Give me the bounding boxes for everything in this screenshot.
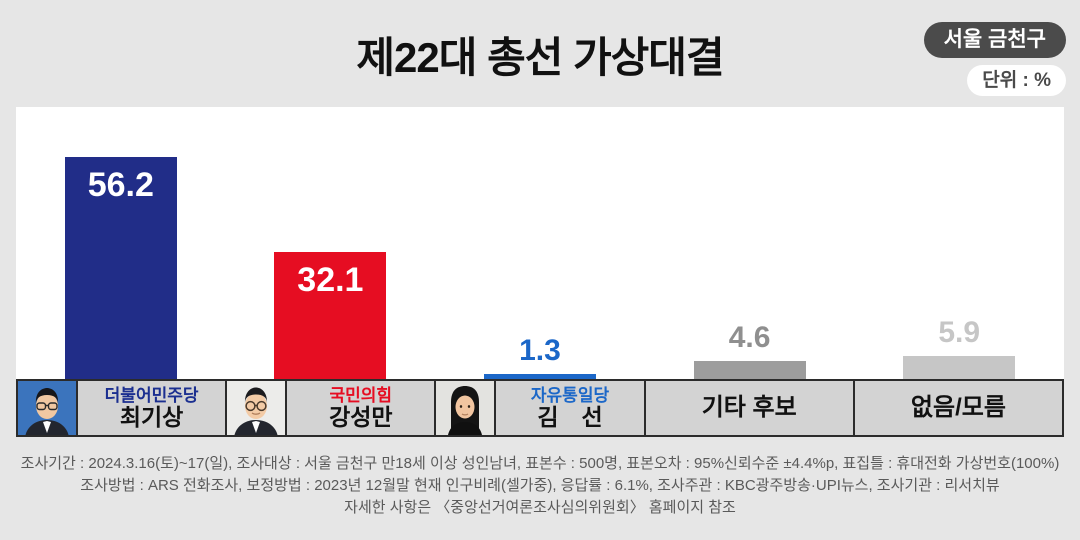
man-round-glasses-avatar bbox=[227, 381, 286, 435]
party-name: 자유통일당 bbox=[530, 386, 610, 405]
candidate-labels: 자유통일당 김 선 bbox=[496, 381, 643, 435]
man-glasses-blue-bg-avatar bbox=[18, 381, 76, 435]
candidate-labels: 없음/모름 bbox=[855, 381, 1062, 435]
candidate-photo-kang bbox=[227, 381, 288, 435]
candidate-name: 김 선 bbox=[537, 403, 603, 430]
footer-line-3: 자세한 사항은 〈중앙선거여론조사심의위원회〉 홈페이지 참조 bbox=[344, 499, 736, 516]
legend-cell-none: 없음/모름 bbox=[852, 381, 1062, 435]
footer-line-1: 조사기간 : 2024.3.16(토)~17(일), 조사대상 : 서울 금천구… bbox=[20, 455, 1060, 472]
bar-value-label: 1.3 bbox=[519, 333, 561, 367]
bar-chart: 56.2 32.1 1.3 4.6 5.9 bbox=[16, 107, 1064, 379]
bar-column-kang: 32.1 bbox=[226, 252, 436, 379]
bar-other bbox=[693, 360, 806, 379]
bar-column-other: 4.6 bbox=[645, 321, 855, 379]
bar-kang bbox=[274, 252, 387, 379]
header-badges: 서울 금천구 단위 : % bbox=[923, 22, 1066, 96]
bar-none bbox=[903, 355, 1016, 379]
candidate-name: 강성만 bbox=[329, 403, 393, 430]
candidate-legend: 더불어민주당 최기상 국민의힘 강성만 bbox=[16, 379, 1064, 437]
legend-cell-kang: 국민의힘 강성만 bbox=[225, 381, 434, 435]
party-name: 국민의힘 bbox=[329, 386, 393, 405]
candidate-name: 최기상 bbox=[119, 403, 184, 430]
candidate-labels: 더불어민주당 최기상 bbox=[78, 381, 225, 435]
region-badge: 서울 금천구 bbox=[923, 22, 1066, 58]
legend-cell-choi: 더불어민주당 최기상 bbox=[18, 381, 225, 435]
footer-line-2: 조사방법 : ARS 전화조사, 보정방법 : 2023년 12월말 현재 인구… bbox=[80, 477, 1000, 494]
bar-column-none: 5.9 bbox=[854, 316, 1064, 379]
category-label: 없음/모름 bbox=[910, 394, 1006, 422]
candidate-labels: 기타 후보 bbox=[646, 381, 853, 435]
party-name: 더불어민주당 bbox=[104, 386, 199, 405]
unit-badge: 단위 : % bbox=[967, 65, 1066, 96]
candidate-photo-choi bbox=[18, 381, 78, 435]
bar-column-choi: 56.2 bbox=[16, 157, 226, 379]
bar-choi bbox=[64, 157, 177, 379]
candidate-photo-kim bbox=[436, 381, 497, 435]
bar-value-label: 5.9 bbox=[938, 315, 981, 349]
woman-bob-hair-avatar bbox=[436, 381, 495, 435]
survey-methodology-note: 조사기간 : 2024.3.16(토)~17(일), 조사대상 : 서울 금천구… bbox=[0, 453, 1080, 519]
chart-panel: 56.2 32.1 1.3 4.6 5.9 bbox=[16, 107, 1064, 437]
bar-column-kim: 1.3 bbox=[435, 334, 645, 379]
bar-value-label: 4.6 bbox=[728, 320, 771, 354]
candidate-labels: 국민의힘 강성만 bbox=[287, 381, 434, 435]
legend-cell-kim: 자유통일당 김 선 bbox=[434, 381, 643, 435]
category-label: 기타 후보 bbox=[701, 394, 797, 422]
bar-kim bbox=[483, 373, 596, 379]
bar-value-label: 32.1 bbox=[297, 261, 364, 300]
page-title: 제22대 총선 가상대결 bbox=[356, 34, 724, 81]
bar-value-label: 56.2 bbox=[87, 166, 154, 205]
legend-cell-other: 기타 후보 bbox=[643, 381, 853, 435]
